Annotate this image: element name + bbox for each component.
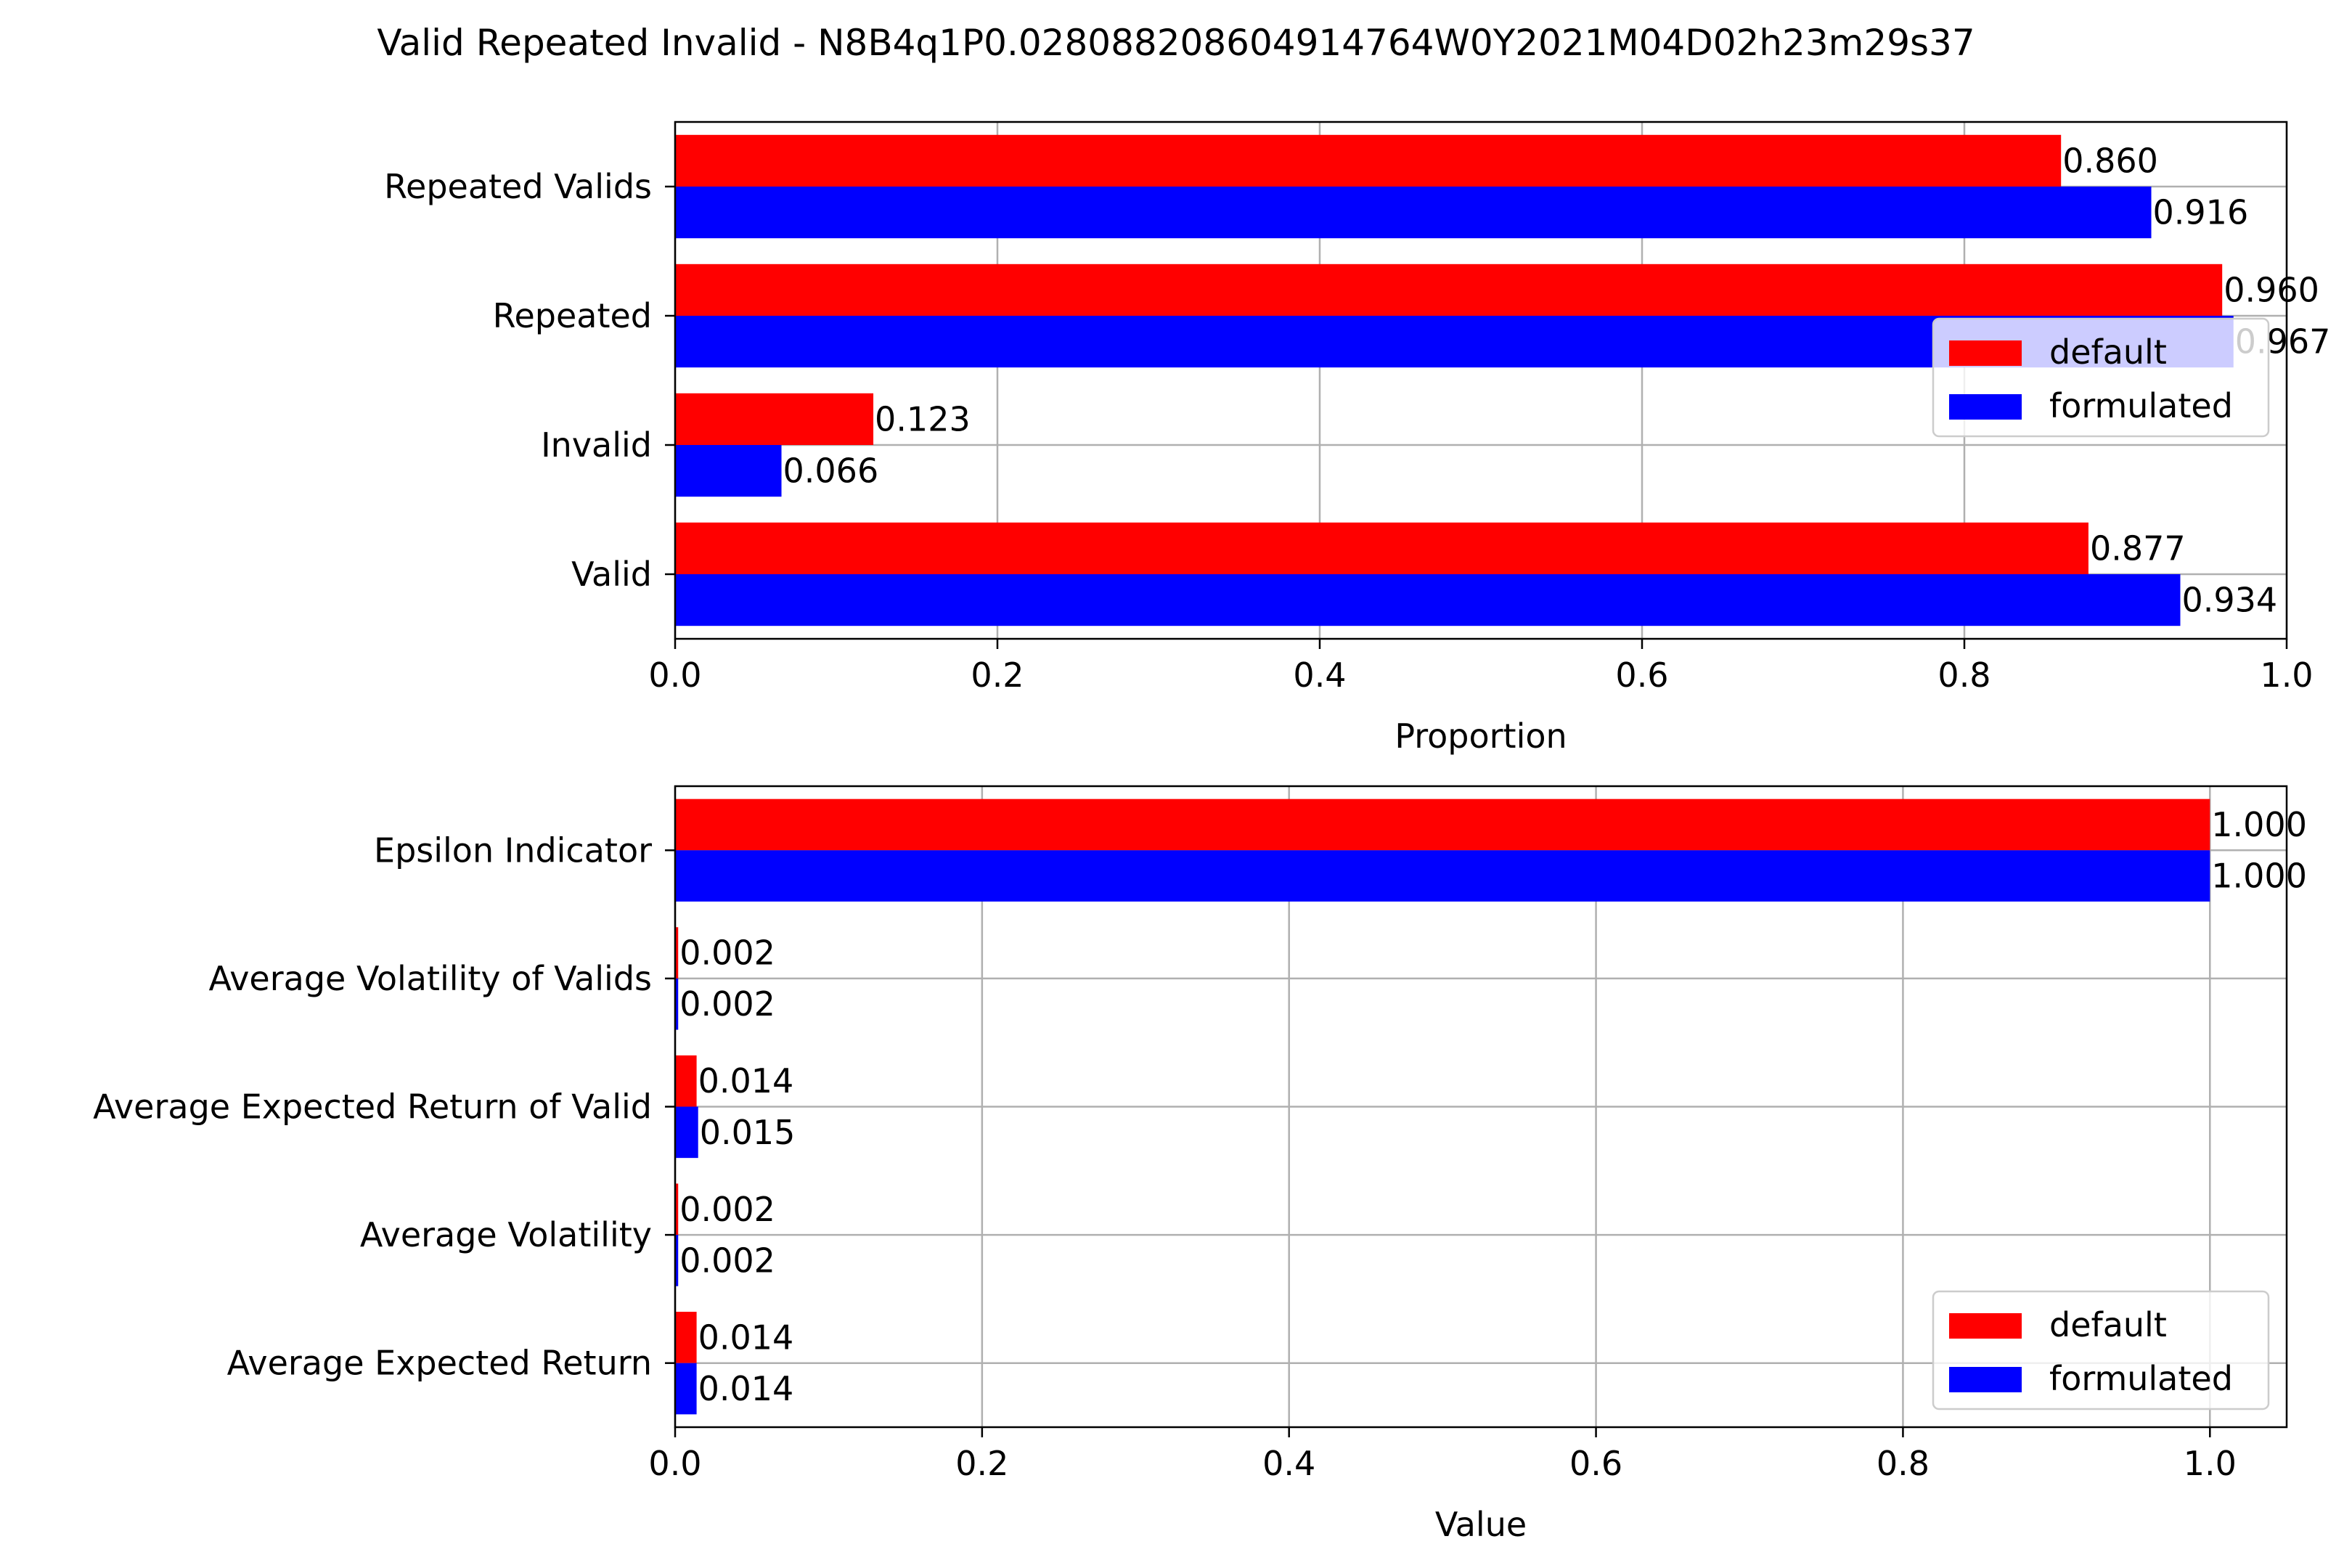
bar-default [675,134,2062,187]
x-tick-label: 0.8 [1937,656,1990,695]
y-tick-label: Average Volatility of Valids [208,959,652,998]
x-tick-label: 0.2 [955,1444,1008,1483]
bar-formulated [675,1106,698,1159]
bar-formulated [675,445,782,497]
bar-default [675,1055,697,1107]
data-label: 1.000 [2211,805,2307,844]
data-label: 0.002 [679,1241,775,1280]
x-axis-label: Value [1435,1505,1527,1544]
data-label: 0.014 [698,1318,794,1357]
x-axis-label: Proportion [1395,716,1567,756]
data-label: 0.002 [679,1190,775,1229]
data-label: 0.002 [679,984,775,1024]
x-tick-label: 1.0 [2184,1444,2237,1483]
y-tick-label: Repeated Valids [384,167,652,206]
x-tick-label: 0.2 [971,656,1024,695]
legend-label-default: default [2049,1305,2167,1344]
y-tick-label: Repeated [493,296,652,335]
y-tick-label: Average Expected Return of Valid [93,1087,652,1127]
bar-default [675,799,2210,851]
data-label: 0.877 [2090,528,2186,568]
x-tick-label: 0.0 [648,1444,701,1483]
legend-swatch-formulated [1949,1367,2022,1392]
bar-default [675,522,2088,574]
bar-formulated [675,978,679,1030]
data-label: 0.015 [700,1113,796,1152]
legend-label-formulated: formulated [2049,1359,2233,1398]
x-tick-label: 0.0 [648,656,701,695]
data-label: 0.014 [698,1369,794,1408]
legend: default formulated [1932,1290,2270,1410]
legend-label-formulated: formulated [2049,386,2233,425]
bar-default [675,927,679,979]
y-tick-label: Epsilon Indicator [374,830,652,870]
data-label: 1.000 [2211,857,2307,896]
data-label: 0.934 [2181,581,2277,620]
legend-label-default: default [2049,332,2167,372]
axes-frame [674,785,2288,1429]
legend: default formulated [1932,317,2270,438]
x-tick-label: 0.6 [1615,656,1668,695]
x-tick-label: 0.4 [1293,656,1346,695]
bar-default [675,393,874,445]
chart-panel-1: 0.0 0.2 0.4 0.6 0.8 1.0 Average Expected Retur… [93,785,2307,1544]
x-tick-label: 0.6 [1569,1444,1622,1483]
bar-default [675,1312,697,1363]
x-tick-label: 1.0 [2260,656,2313,695]
chart-panel-0: 0.0 0.2 0.4 0.6 0.8 1.0 Valid 0.877 0.934 Invalid… [384,121,2330,756]
data-label: 0.002 [679,934,775,973]
data-label: 0.123 [875,399,971,438]
data-label: 0.960 [2224,270,2319,309]
bar-formulated [675,850,2210,902]
y-tick-label: Average Volatility [360,1215,652,1254]
data-label: 0.066 [783,452,879,491]
data-label: 0.014 [698,1061,794,1101]
x-tick-label: 0.8 [1877,1444,1930,1483]
data-label: 0.860 [2062,141,2158,180]
axes-frame [674,121,2288,640]
y-tick-label: Invalid [541,425,652,465]
legend-swatch-default [1949,1313,2022,1339]
bar-formulated [675,187,2152,239]
figure-title: Valid Repeated Invalid - N8B4q1P0.028088… [377,22,1975,64]
bar-default [675,264,2223,316]
legend-swatch-formulated [1949,394,2022,420]
data-label: 0.916 [2153,193,2249,232]
legend-swatch-default [1949,340,2022,366]
bar-formulated [675,1363,697,1415]
x-tick-label: 0.4 [1262,1444,1315,1483]
bar-formulated [675,1235,679,1286]
bar-default [675,1183,679,1236]
y-tick-label: Valid [571,555,652,594]
bar-formulated [675,574,2181,626]
y-tick-label: Average Expected Return [227,1344,652,1383]
